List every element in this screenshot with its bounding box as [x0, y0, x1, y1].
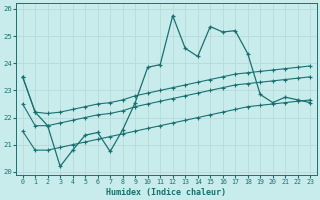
X-axis label: Humidex (Indice chaleur): Humidex (Indice chaleur) — [107, 188, 227, 197]
